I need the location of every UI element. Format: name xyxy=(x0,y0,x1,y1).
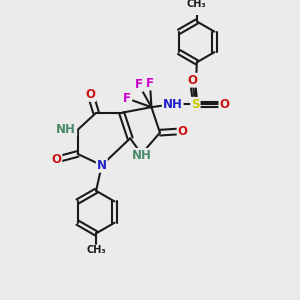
Text: N: N xyxy=(97,159,107,172)
Text: NH: NH xyxy=(56,123,76,136)
Text: F: F xyxy=(146,76,154,89)
Text: CH₃: CH₃ xyxy=(86,245,106,255)
Text: O: O xyxy=(220,98,230,111)
Text: O: O xyxy=(85,88,95,101)
Text: O: O xyxy=(51,153,62,166)
Text: F: F xyxy=(135,78,143,91)
Text: CH₃: CH₃ xyxy=(187,0,207,9)
Text: NH: NH xyxy=(132,149,152,162)
Text: O: O xyxy=(188,74,198,87)
Text: F: F xyxy=(123,92,131,105)
Text: NH: NH xyxy=(163,98,183,111)
Text: O: O xyxy=(178,125,188,138)
Text: S: S xyxy=(191,98,200,111)
